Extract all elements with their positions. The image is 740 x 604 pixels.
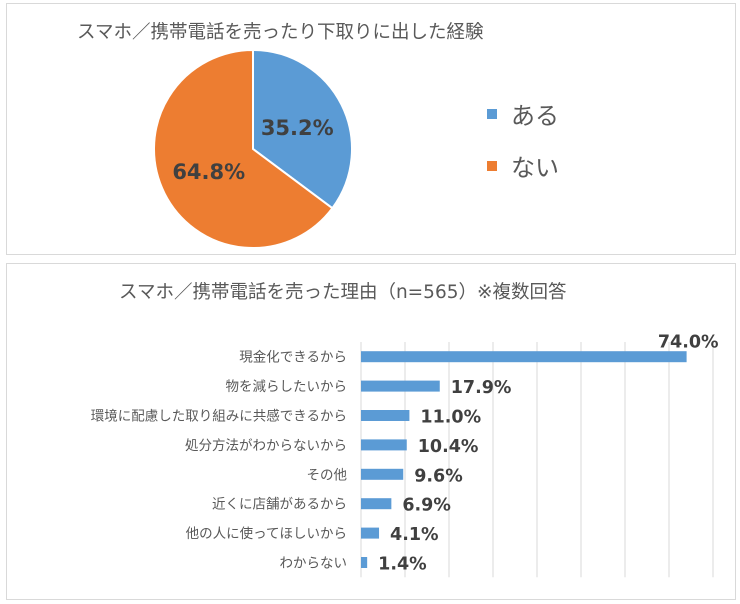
pie-data-label-1: 64.8% [172,160,245,184]
bar-data-label: 10.4% [418,437,479,457]
legend-item-nai: ない [487,148,559,183]
pie-chart-panel: スマホ／携帯電話を売ったり下取りに出した経験 35.2% 64.8% ある ない [6,3,736,255]
bar-7 [361,557,368,568]
legend-label-nai: ない [511,154,559,182]
bar-5 [361,498,392,510]
category-label: 処分方法がわからないから [185,438,347,454]
bar-chart-panel: スマホ／携帯電話を売った理由（n=565）※複数回答 現金化できるから 74.0%… [6,263,736,600]
bar-data-label: 11.0% [420,408,481,428]
pie-chart: 35.2% 64.8% [153,48,353,249]
pie-chart-title: スマホ／携帯電話を売ったり下取りに出した経験 [77,22,484,43]
category-label: 環境に配慮した取り組みに共感できるから [91,408,347,425]
pie-data-label-0: 35.2% [261,116,334,140]
category-label: その他 [307,467,348,483]
bar-3 [361,439,407,451]
category-label: 現金化できるから [239,350,347,366]
bar-chart: 現金化できるから 74.0% 物を減らしたいから 17.9% 環境に配慮した取り組みに共… [91,333,719,578]
legend-label-aru: ある [511,102,559,130]
bar-4 [361,468,404,480]
bar-1 [361,380,440,392]
bar-data-label: 9.6% [414,466,463,486]
bar-data-label: 1.4% [378,555,427,575]
legend-item-aru: ある [487,96,559,131]
legend-swatch-nai [487,160,497,171]
category-label: 近くに店舗があるから [212,497,347,513]
bar-data-label: 6.9% [402,496,451,516]
bar-chart-title: スマホ／携帯電話を売った理由（n=565）※複数回答 [119,282,567,303]
bar-data-label: 17.9% [451,378,512,398]
bar-2 [361,410,410,421]
bar-0 [361,351,687,363]
legend-swatch-aru [487,108,497,119]
category-label: わからない [280,556,348,572]
category-label: 物を減らしたいから [226,378,348,395]
category-label: 他の人に使ってほしいから [186,525,347,542]
bar-data-label: 4.1% [390,525,439,545]
bar-6 [361,527,380,539]
pie-slice-1 [153,48,334,249]
bar-data-label: 74.0% [658,333,719,353]
pie-slice-0 [252,48,353,210]
